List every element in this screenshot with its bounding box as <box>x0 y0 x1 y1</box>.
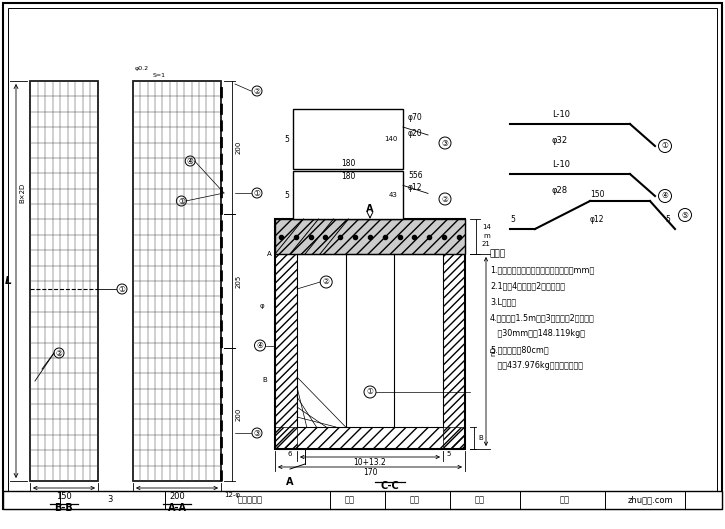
Text: L-10: L-10 <box>552 160 570 169</box>
Text: 3: 3 <box>107 496 112 505</box>
Text: φ12: φ12 <box>590 215 605 224</box>
Bar <box>275 427 465 449</box>
Text: 检验: 检验 <box>475 496 485 505</box>
Text: ②: ② <box>56 349 62 358</box>
Text: 205: 205 <box>236 275 242 288</box>
Text: 200: 200 <box>169 492 185 501</box>
Text: 12-φ: 12-φ <box>224 492 240 498</box>
Bar <box>30 81 98 481</box>
Text: 150: 150 <box>590 190 605 199</box>
Text: 556: 556 <box>408 171 423 180</box>
Text: 170: 170 <box>362 468 377 477</box>
Text: 备注：: 备注： <box>490 249 506 258</box>
Text: φ28: φ28 <box>552 186 568 195</box>
Text: ①: ① <box>661 141 668 150</box>
Bar <box>293 171 403 219</box>
Text: A: A <box>286 477 294 487</box>
Text: 14: 14 <box>482 224 491 230</box>
Text: ④: ④ <box>257 341 263 350</box>
Text: ③: ③ <box>442 139 449 148</box>
Text: 180: 180 <box>341 172 355 181</box>
Bar <box>293 109 403 169</box>
Text: B: B <box>262 377 267 383</box>
Text: 180: 180 <box>341 159 355 168</box>
Text: 6: 6 <box>288 451 292 457</box>
Text: zhu工程.com: zhu工程.com <box>627 496 673 505</box>
Text: 4.散层高为1.5m（含3层）配双2号锯网，: 4.散层高为1.5m（含3层）配双2号锯网， <box>490 313 594 322</box>
Text: 5: 5 <box>284 134 289 143</box>
Text: 150: 150 <box>56 492 72 501</box>
Text: L: L <box>4 276 12 286</box>
Text: φ20: φ20 <box>408 129 423 138</box>
Text: A: A <box>366 204 374 214</box>
Text: 10+13.2: 10+13.2 <box>354 458 386 467</box>
Text: φ: φ <box>260 304 264 309</box>
Text: A: A <box>268 251 272 257</box>
Text: 2.1号、4号锯按第2号锯进行。: 2.1号、4号锯按第2号锯进行。 <box>490 281 565 290</box>
Bar <box>443 254 465 449</box>
Text: 5: 5 <box>665 215 670 224</box>
Text: 200: 200 <box>236 141 242 154</box>
Text: ④: ④ <box>661 191 668 200</box>
Bar <box>275 219 465 449</box>
Text: ②: ② <box>254 87 260 96</box>
Text: 43: 43 <box>389 192 398 198</box>
Text: 5: 5 <box>510 215 515 224</box>
Text: m: m <box>483 233 490 240</box>
Text: ①: ① <box>178 196 185 205</box>
Text: 21: 21 <box>482 241 491 247</box>
Text: 5: 5 <box>284 190 289 199</box>
Text: L-10: L-10 <box>552 110 570 119</box>
Text: 5.整体层深为80cm，: 5.整体层深为80cm， <box>490 345 549 354</box>
Bar <box>3 491 722 509</box>
Text: 桥梁配筋图: 桥梁配筋图 <box>238 496 262 505</box>
Text: 5: 5 <box>446 451 450 457</box>
Text: ②: ② <box>323 278 330 287</box>
Text: 列30mm，共148.119kg，: 列30mm，共148.119kg， <box>490 329 585 338</box>
Text: S=1: S=1 <box>153 73 166 78</box>
Text: ②: ② <box>442 195 449 204</box>
Text: 复核: 复核 <box>410 496 420 505</box>
Bar <box>275 254 297 449</box>
Text: nD: nD <box>490 346 496 357</box>
Text: ①: ① <box>119 285 125 294</box>
Text: ①: ① <box>367 388 373 397</box>
Text: B×2D: B×2D <box>19 183 25 203</box>
Text: 图号: 图号 <box>560 496 570 505</box>
Text: A-A: A-A <box>167 503 186 513</box>
Bar <box>297 254 443 427</box>
Text: ①: ① <box>254 188 260 197</box>
Text: φ70: φ70 <box>408 114 423 123</box>
Text: 设计: 设计 <box>345 496 355 505</box>
Text: ⑤: ⑤ <box>682 211 689 220</box>
Text: B: B <box>478 435 483 441</box>
Text: 共计437.976kg（含配件时）。: 共计437.976kg（含配件时）。 <box>490 361 583 370</box>
Text: φ12: φ12 <box>408 184 423 193</box>
Text: C-C: C-C <box>381 481 399 491</box>
Text: φ0.2: φ0.2 <box>135 66 149 71</box>
Text: 1.未注尺寸均为设计图尺寸，单位均为mm。: 1.未注尺寸均为设计图尺寸，单位均为mm。 <box>490 265 594 274</box>
Text: ③: ③ <box>254 428 260 437</box>
Text: φ32: φ32 <box>552 136 568 145</box>
Text: 200: 200 <box>236 408 242 421</box>
Text: 3.L型锯。: 3.L型锯。 <box>490 297 516 306</box>
Text: ④: ④ <box>187 157 194 166</box>
Text: 140: 140 <box>385 136 398 142</box>
Bar <box>275 219 465 254</box>
Bar <box>133 81 221 481</box>
Text: B-B: B-B <box>54 503 73 513</box>
